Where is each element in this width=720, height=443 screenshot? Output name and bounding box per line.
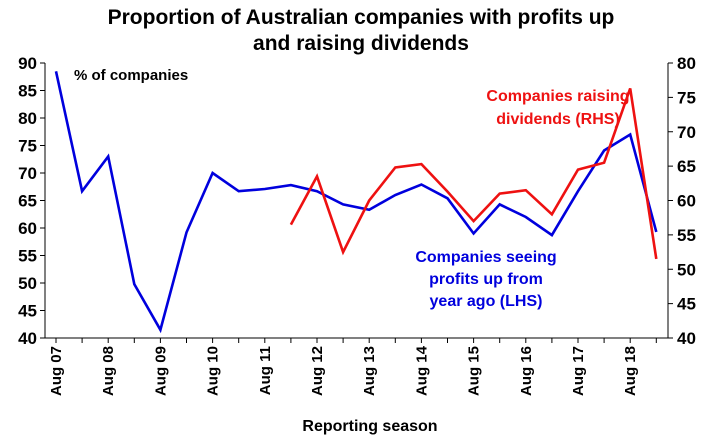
x-axis-tick-label: Aug 18 bbox=[622, 346, 639, 396]
left-axis-tick-label: 55 bbox=[18, 247, 37, 266]
profits-series-line bbox=[54, 71, 658, 334]
right-axis-tick-label: 40 bbox=[677, 329, 696, 348]
x-axis-tick-label: Aug 09 bbox=[152, 346, 169, 396]
x-axis-tick-label: Aug 13 bbox=[361, 346, 378, 396]
x-axis-tick-label: Aug 10 bbox=[205, 346, 222, 396]
left-axis-tick-label: 80 bbox=[18, 109, 37, 128]
left-axis-tick-label: 90 bbox=[18, 54, 37, 73]
left-axis-tick-label: 45 bbox=[18, 302, 37, 321]
profits-series-label-line-1: Companies seeing bbox=[415, 249, 556, 266]
chart-title-line-1: Proportion of Australian companies with … bbox=[108, 6, 615, 29]
profits-series-label-line-3: year ago (LHS) bbox=[430, 293, 543, 310]
x-axis-tick-label: Aug 14 bbox=[413, 345, 430, 396]
x-axis-tick-label: Aug 07 bbox=[48, 346, 65, 396]
x-axis-tick-label: Aug 12 bbox=[309, 346, 326, 396]
right-axis-tick-label: 55 bbox=[677, 226, 696, 245]
left-axis-unit-label: % of companies bbox=[74, 67, 188, 84]
x-axis-tick-label: Aug 16 bbox=[518, 346, 535, 396]
left-axis-tick-label: 40 bbox=[18, 329, 37, 348]
x-axis-tick-label: Aug 08 bbox=[100, 346, 117, 396]
left-axis-tick-label: 50 bbox=[18, 274, 37, 293]
right-axis-tick-label: 45 bbox=[677, 295, 696, 314]
dividends-series-label-line-1: Companies raising bbox=[486, 88, 629, 105]
left-axis-tick-label: 65 bbox=[18, 192, 37, 211]
right-axis-tick-label: 75 bbox=[677, 88, 696, 107]
x-axis-tick-label: Aug 15 bbox=[466, 346, 483, 396]
profits-series-label-line-2: profits up from bbox=[429, 271, 543, 288]
dividends-series-label-line-2: dividends (RHS) bbox=[496, 111, 620, 128]
x-axis-tick-label: Aug 11 bbox=[257, 346, 274, 395]
x-axis-title: Reporting season bbox=[302, 418, 437, 435]
left-axis-tick-label: 70 bbox=[18, 164, 37, 183]
right-axis-tick-label: 65 bbox=[677, 157, 696, 176]
left-axis-tick-label: 85 bbox=[18, 82, 37, 101]
left-axis-tick-label: 60 bbox=[18, 219, 37, 238]
right-axis-tick-label: 60 bbox=[677, 192, 696, 211]
dividends-series-line bbox=[289, 87, 658, 260]
x-axis-tick-label: Aug 17 bbox=[570, 346, 587, 396]
right-axis-tick-label: 70 bbox=[677, 123, 696, 142]
chart-title-line-2: and raising dividends bbox=[253, 32, 469, 55]
right-axis-tick-label: 80 bbox=[677, 54, 696, 73]
right-axis-tick-label: 50 bbox=[677, 260, 696, 279]
left-axis-tick-label: 75 bbox=[18, 137, 37, 156]
